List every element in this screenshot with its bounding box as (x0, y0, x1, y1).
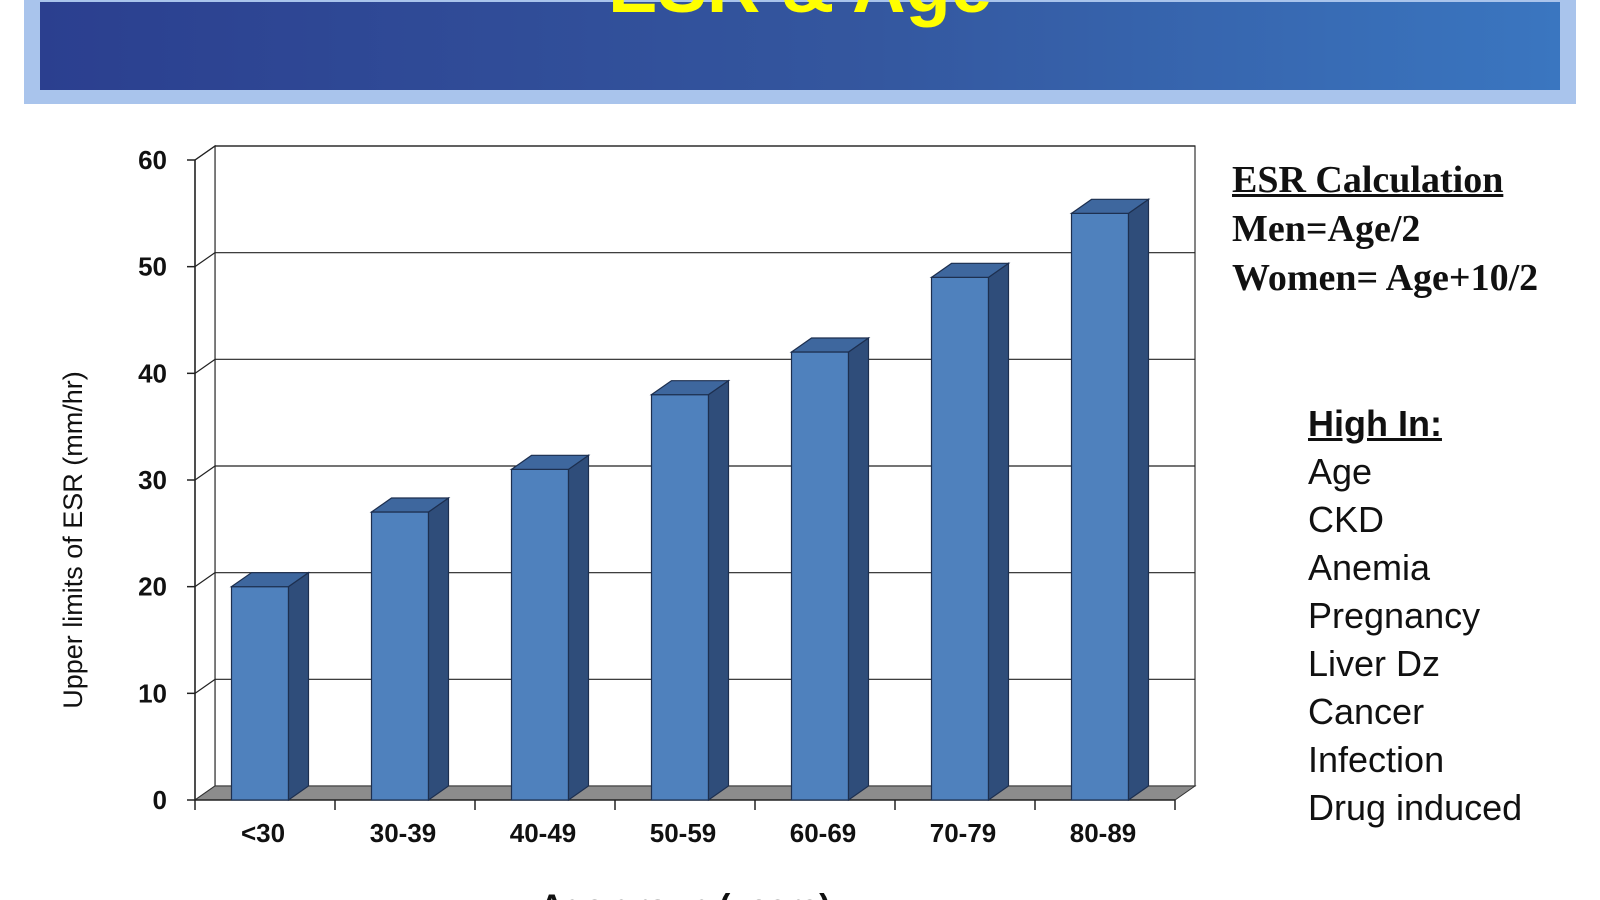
x-tick-label: 60-69 (790, 818, 857, 848)
bar-side (987, 262, 1010, 802)
bar-side (427, 496, 450, 802)
bar-0 (229, 571, 311, 802)
x-tick-label: 30-39 (370, 818, 437, 848)
y-tick-label: 60 (138, 145, 167, 175)
y-tick-label: 10 (138, 678, 167, 708)
y-tick-label: 50 (138, 252, 167, 282)
bar-side (847, 336, 870, 802)
x-tick-label: 70-79 (930, 818, 997, 848)
bar-2 (509, 454, 591, 802)
bar-front (650, 394, 710, 801)
bar-top (229, 572, 311, 588)
bar-side (707, 379, 730, 802)
bar-front (790, 351, 850, 801)
bar-top (929, 262, 1011, 278)
bar-3 (649, 379, 731, 802)
bar-front (1070, 212, 1130, 801)
gridline-side (194, 572, 216, 588)
bar-front (370, 511, 430, 801)
high-in-item: Drug induced (1308, 787, 1523, 828)
y-axis-title: Upper limits of ESR (mm/hr) (58, 371, 88, 709)
y-tick-label: 0 (153, 785, 167, 815)
bar-top (509, 454, 591, 470)
high-in-item: Liver Dz (1308, 643, 1441, 684)
bar-6 (1069, 198, 1151, 802)
bar-4 (789, 336, 871, 802)
x-axis-title: Age group (years) (540, 888, 831, 900)
bar-top (369, 497, 451, 513)
gridline-side (194, 465, 216, 481)
x-tick-label: 40-49 (510, 818, 577, 848)
gridline-side (194, 678, 216, 694)
high-in-item: Cancer (1308, 691, 1425, 732)
y-tick-label: 20 (138, 572, 167, 602)
high-in-item: Anemia (1308, 547, 1431, 588)
esr-calculation-heading: ESR Calculation (1232, 159, 1504, 201)
bar-front (230, 586, 290, 801)
title-banner-inner: ESR & Age (40, 0, 1560, 90)
high-in-item: CKD (1308, 499, 1385, 540)
title-banner: ESR & Age (24, 0, 1576, 104)
y-tick-label: 30 (138, 465, 167, 495)
bar-front (930, 276, 990, 801)
bar-top (1069, 198, 1151, 214)
high-in-item: Infection (1308, 739, 1445, 780)
bar-5 (929, 262, 1011, 802)
y-tick-label: 40 (138, 358, 167, 388)
gridline-side (194, 358, 216, 374)
x-tick-label: <30 (241, 818, 285, 848)
bar-side (1127, 198, 1150, 802)
esr-men-formula: Men=Age/2 (1232, 208, 1421, 250)
x-tick-label: 80-89 (1070, 818, 1137, 848)
x-tick-label: 50-59 (650, 818, 717, 848)
high-in-heading: High In: (1308, 403, 1442, 444)
bar-side (567, 454, 590, 802)
esr-women-formula: Women= Age+10/2 (1232, 257, 1539, 299)
bar-top (649, 380, 731, 396)
gridline-side (194, 145, 216, 161)
high-in-item: Pregnancy (1308, 595, 1481, 636)
bar-1 (369, 496, 451, 802)
high-in-list: High In: Age CKD Anemia Pregnancy Liver … (1308, 400, 1522, 832)
high-in-item: Age (1308, 451, 1373, 492)
slide-title: ESR & Age (40, 0, 1560, 24)
bar-front (510, 468, 570, 801)
gridline-side (194, 252, 216, 268)
bar-side (287, 571, 310, 802)
esr-calculation-box: ESR Calculation Men=Age/2 Women= Age+10/… (1232, 156, 1538, 303)
bar-top (789, 337, 871, 353)
